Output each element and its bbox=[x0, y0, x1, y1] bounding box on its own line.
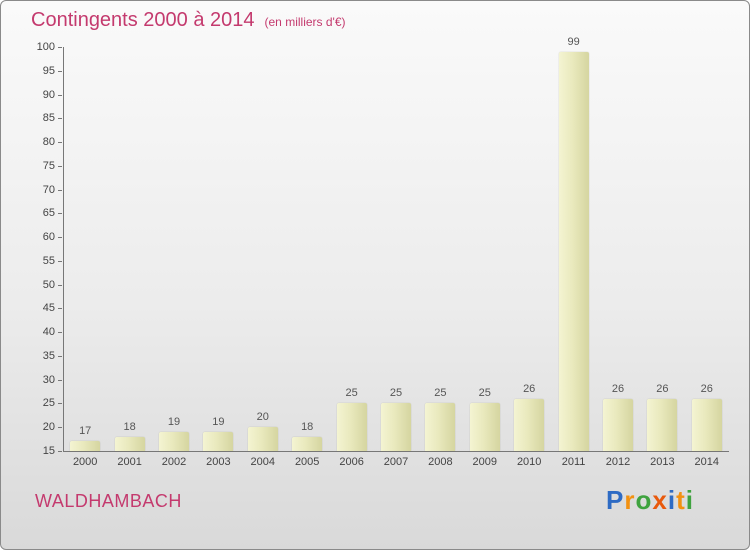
bar-value-label: 25 bbox=[345, 387, 358, 400]
y-axis-tick-label: 90 bbox=[42, 88, 55, 101]
bar bbox=[647, 398, 678, 451]
x-axis-category-label: 2012 bbox=[605, 456, 631, 468]
y-axis-tick-label: 75 bbox=[42, 159, 55, 172]
y-axis-tick-label: 100 bbox=[36, 41, 55, 53]
x-axis-category-label: 2010 bbox=[516, 456, 542, 468]
logo-letter: i bbox=[685, 485, 694, 515]
y-axis-tick-label: 55 bbox=[42, 254, 55, 267]
x-axis-category-label: 2005 bbox=[294, 456, 320, 468]
y-axis-tick-mark bbox=[58, 403, 62, 405]
chart-subtitle: (en milliers d'€) bbox=[264, 15, 346, 29]
x-axis-line bbox=[63, 451, 729, 452]
place-name: WALDHAMBACH bbox=[35, 491, 182, 511]
bar-value-label: 26 bbox=[700, 382, 713, 395]
logo-letter: r bbox=[624, 485, 636, 515]
bar-value-label: 25 bbox=[389, 387, 403, 400]
y-axis-tick-label: 65 bbox=[42, 207, 55, 220]
y-axis-tick-label: 45 bbox=[42, 302, 55, 315]
x-axis-category-label: 2007 bbox=[383, 456, 409, 468]
bar bbox=[691, 398, 722, 451]
bar-value-label: 19 bbox=[212, 415, 225, 428]
bar bbox=[292, 436, 323, 451]
bar-value-label: 26 bbox=[611, 382, 625, 395]
x-axis-category-label: 2003 bbox=[206, 456, 231, 468]
bar-value-label: 25 bbox=[478, 387, 491, 400]
x-axis-category-label: 2014 bbox=[694, 456, 720, 468]
bar bbox=[469, 403, 500, 451]
bar bbox=[203, 431, 234, 451]
y-axis-tick-mark bbox=[58, 70, 62, 72]
bar-value-label: 20 bbox=[256, 411, 269, 424]
x-axis-category-label: 2009 bbox=[472, 456, 498, 468]
x-axis-category-label: 2011 bbox=[561, 456, 586, 468]
logo-letter: P bbox=[606, 485, 625, 515]
bar bbox=[159, 431, 189, 451]
y-axis-tick-mark bbox=[58, 260, 62, 262]
y-axis-tick-mark bbox=[58, 379, 62, 381]
bar bbox=[114, 436, 145, 451]
bar-value-label: 26 bbox=[656, 382, 669, 395]
bar-value-label: 17 bbox=[79, 425, 92, 438]
x-axis-category-label: 2001 bbox=[117, 456, 142, 468]
bar-value-label: 99 bbox=[567, 35, 580, 48]
logo-letter: x bbox=[652, 485, 668, 515]
bar-value-label: 19 bbox=[167, 415, 181, 428]
bar-value-label: 18 bbox=[301, 420, 314, 433]
logo-letter: i bbox=[667, 485, 677, 515]
y-axis-tick-mark bbox=[58, 189, 62, 191]
y-axis-tick-label: 50 bbox=[42, 278, 55, 291]
y-axis-tick-mark bbox=[58, 47, 62, 48]
bar bbox=[247, 427, 278, 451]
y-axis-tick-mark bbox=[58, 332, 62, 334]
y-axis-tick-label: 20 bbox=[42, 421, 55, 434]
logo-letter: t bbox=[676, 485, 686, 515]
y-axis-tick-mark bbox=[58, 451, 62, 452]
bar-value-label: 18 bbox=[123, 420, 136, 433]
bar bbox=[603, 398, 633, 451]
bar bbox=[514, 398, 545, 451]
y-axis-tick-mark bbox=[58, 308, 62, 310]
x-axis-category-label: 2004 bbox=[250, 456, 276, 468]
bar-value-label: 25 bbox=[434, 387, 447, 400]
bar bbox=[70, 441, 101, 451]
y-axis-tick-label: 70 bbox=[42, 183, 55, 196]
bar bbox=[381, 403, 411, 451]
x-axis-category-label: 2013 bbox=[650, 456, 675, 468]
y-axis-line bbox=[63, 47, 64, 451]
y-axis-tick-label: 15 bbox=[42, 445, 55, 457]
chart-title: Contingents 2000 à 2014 bbox=[31, 9, 255, 31]
y-axis-tick-mark bbox=[58, 355, 62, 357]
bar bbox=[558, 51, 589, 451]
y-axis-tick-label: 25 bbox=[42, 397, 55, 410]
y-axis-tick-mark bbox=[58, 118, 62, 120]
y-axis-tick-mark bbox=[58, 213, 62, 215]
y-axis-tick-label: 35 bbox=[42, 349, 55, 362]
y-axis-tick-mark bbox=[58, 142, 62, 144]
x-axis-category-label: 2000 bbox=[72, 456, 98, 468]
y-axis-tick-label: 60 bbox=[42, 231, 55, 244]
x-axis-category-label: 2002 bbox=[161, 456, 187, 468]
y-axis-tick-mark bbox=[58, 94, 62, 96]
y-axis-tick-mark bbox=[58, 284, 62, 286]
bar bbox=[425, 403, 456, 451]
y-axis-tick-label: 80 bbox=[42, 136, 55, 149]
y-axis-tick-label: 40 bbox=[42, 326, 55, 339]
y-axis-tick-label: 30 bbox=[42, 373, 55, 386]
y-axis-tick-label: 85 bbox=[42, 112, 55, 125]
chart-header: Contingents 2000 à 2014 (en milliers d'€) bbox=[31, 9, 346, 32]
y-axis-tick-label: 95 bbox=[42, 64, 55, 77]
y-axis-tick-mark bbox=[58, 165, 62, 167]
bar bbox=[336, 403, 367, 451]
bar-value-label: 26 bbox=[523, 382, 536, 395]
y-axis-tick-mark bbox=[58, 427, 62, 429]
x-axis-category-label: 2006 bbox=[339, 456, 364, 468]
x-axis-category-label: 2008 bbox=[428, 456, 453, 468]
y-axis-tick-mark bbox=[58, 237, 62, 239]
logo-letter: o bbox=[635, 485, 653, 515]
proxiti-logo: Proxiti bbox=[606, 485, 694, 516]
